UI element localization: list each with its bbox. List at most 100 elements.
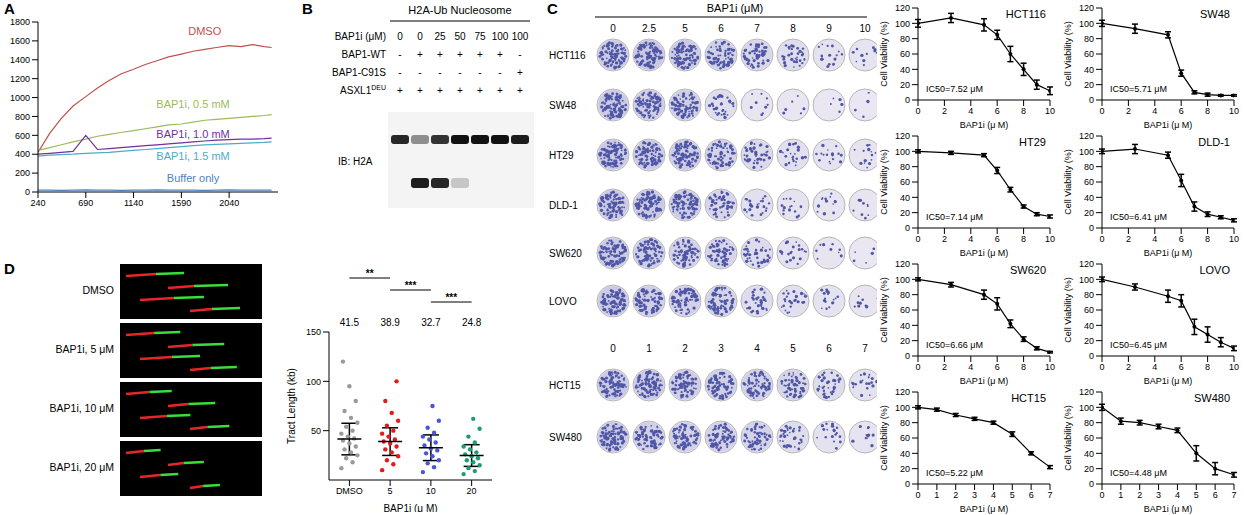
- svg-text:BAP1i, 1.5 mM: BAP1i, 1.5 mM: [156, 150, 229, 162]
- svg-text:0: 0: [905, 351, 910, 361]
- svg-text:+: +: [517, 67, 523, 78]
- svg-text:0: 0: [1099, 362, 1104, 372]
- svg-text:6: 6: [995, 234, 1000, 244]
- svg-text:75: 75: [474, 31, 486, 42]
- svg-text:BAP1i, 10 μM: BAP1i, 10 μM: [50, 402, 114, 414]
- svg-text:Cell Viability (%): Cell Viability (%): [1063, 21, 1073, 86]
- svg-text:1200: 1200: [10, 74, 30, 84]
- svg-text:Cell Viability (%): Cell Viability (%): [879, 405, 889, 470]
- svg-text:0: 0: [915, 490, 920, 500]
- svg-text:1000: 1000: [10, 93, 30, 103]
- svg-text:80: 80: [900, 418, 910, 428]
- svg-text:60: 60: [1084, 177, 1094, 187]
- svg-text:IB: H2A: IB: H2A: [338, 156, 373, 167]
- svg-text:5: 5: [1194, 490, 1199, 500]
- svg-text:80: 80: [1084, 34, 1094, 44]
- svg-text:0: 0: [1089, 351, 1094, 361]
- svg-text:40: 40: [900, 449, 910, 459]
- svg-text:2: 2: [682, 343, 688, 354]
- svg-text:9: 9: [826, 23, 832, 34]
- svg-text:10: 10: [1229, 362, 1236, 372]
- svg-text:Tract Length (kb): Tract Length (kb): [286, 368, 297, 444]
- svg-text:10: 10: [859, 23, 871, 34]
- svg-text:Cell Viability (%): Cell Viability (%): [1063, 149, 1073, 214]
- svg-text:4: 4: [968, 234, 973, 244]
- svg-text:6: 6: [1213, 490, 1218, 500]
- svg-text:120: 120: [1079, 131, 1094, 141]
- svg-text:1600: 1600: [10, 36, 30, 46]
- svg-text:0: 0: [1089, 95, 1094, 105]
- svg-text:+: +: [497, 49, 503, 60]
- svg-text:BAP1i (μ M): BAP1i (μ M): [1144, 120, 1193, 130]
- svg-text:120: 120: [895, 259, 910, 269]
- svg-text:BAP1i (μM): BAP1i (μM): [335, 31, 386, 42]
- svg-text:B: B: [302, 0, 313, 17]
- svg-text:20: 20: [900, 336, 910, 346]
- svg-text:Cell Viability (%): Cell Viability (%): [879, 149, 889, 214]
- svg-text:0: 0: [610, 23, 616, 34]
- svg-text:100: 100: [1079, 275, 1094, 285]
- svg-text:40: 40: [1084, 193, 1094, 203]
- svg-text:1: 1: [934, 490, 939, 500]
- svg-text:DMSO: DMSO: [83, 284, 115, 296]
- svg-text:***: ***: [445, 292, 457, 303]
- svg-text:800: 800: [15, 112, 30, 122]
- svg-text:60: 60: [900, 305, 910, 315]
- svg-text:Cell Viability (%): Cell Viability (%): [879, 277, 889, 342]
- svg-text:40: 40: [1084, 65, 1094, 75]
- svg-text:50: 50: [311, 426, 321, 436]
- svg-text:-: -: [478, 67, 481, 78]
- svg-text:60: 60: [1084, 433, 1094, 443]
- svg-text:6: 6: [995, 362, 1000, 372]
- svg-text:Buffer only: Buffer only: [167, 172, 220, 184]
- svg-text:DMSO: DMSO: [336, 486, 363, 496]
- svg-text:8: 8: [790, 23, 796, 34]
- svg-text:4: 4: [754, 343, 760, 354]
- svg-text:BAP1i (μ M): BAP1i (μ M): [1144, 376, 1193, 386]
- svg-text:80: 80: [900, 162, 910, 172]
- svg-text:7: 7: [1231, 490, 1236, 500]
- svg-text:BAP1i, 5 μM: BAP1i, 5 μM: [55, 343, 114, 355]
- svg-text:600: 600: [15, 131, 30, 141]
- svg-text:24.8: 24.8: [462, 317, 482, 328]
- svg-text:150: 150: [306, 327, 321, 337]
- svg-text:+: +: [457, 85, 463, 96]
- svg-text:LOVO: LOVO: [549, 296, 577, 307]
- svg-text:200: 200: [15, 168, 30, 178]
- svg-text:6: 6: [1179, 106, 1184, 116]
- svg-text:BAP1i (μ M): BAP1i (μ M): [1144, 248, 1193, 258]
- svg-text:-: -: [398, 49, 401, 60]
- svg-text:10: 10: [1045, 106, 1055, 116]
- svg-text:4: 4: [968, 362, 973, 372]
- svg-text:SW48: SW48: [549, 100, 577, 111]
- svg-text:0: 0: [397, 31, 403, 42]
- svg-text:40: 40: [900, 321, 910, 331]
- svg-text:0: 0: [905, 223, 910, 233]
- svg-text:BAP1i (μ M): BAP1i (μ M): [960, 504, 1009, 514]
- svg-text:4: 4: [1152, 362, 1157, 372]
- svg-text:40: 40: [1084, 321, 1094, 331]
- svg-text:41.5: 41.5: [340, 317, 360, 328]
- svg-text:20: 20: [1084, 464, 1094, 474]
- svg-text:4: 4: [968, 106, 973, 116]
- svg-text:-: -: [398, 67, 401, 78]
- svg-text:**: **: [366, 268, 374, 279]
- svg-text:40: 40: [1084, 449, 1094, 459]
- svg-text:Cell Viability (%): Cell Viability (%): [1063, 277, 1073, 342]
- svg-text:+: +: [517, 85, 523, 96]
- svg-text:1800: 1800: [10, 17, 30, 27]
- svg-text:0: 0: [417, 31, 423, 42]
- svg-text:2: 2: [953, 490, 958, 500]
- svg-text:50: 50: [454, 31, 466, 42]
- svg-text:+: +: [457, 49, 463, 60]
- svg-text:8: 8: [1205, 362, 1210, 372]
- svg-text:3: 3: [718, 343, 724, 354]
- svg-text:BAP1i, 1.0 mM: BAP1i, 1.0 mM: [156, 128, 229, 140]
- svg-text:6: 6: [1029, 490, 1034, 500]
- svg-text:5: 5: [1010, 490, 1015, 500]
- svg-text:5: 5: [682, 23, 688, 34]
- svg-text:+: +: [477, 49, 483, 60]
- svg-text:20: 20: [900, 208, 910, 218]
- svg-text:20: 20: [900, 80, 910, 90]
- svg-text:4: 4: [1152, 234, 1157, 244]
